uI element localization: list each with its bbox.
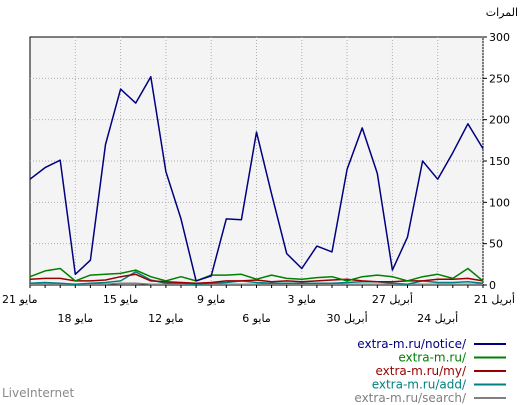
y-tick-label: 300 <box>489 31 510 44</box>
x-tick-label: 6 مايو <box>242 312 271 325</box>
series-lines <box>29 75 484 285</box>
x-tick-label: 9 مايو <box>197 293 226 306</box>
x-axis: 21 مايو 15 مايو 9 مايو 3 مايو 27 أبريل 21 أبر… <box>2 285 515 325</box>
x-tick-label: 24 أبريل <box>417 311 458 325</box>
legend-label: extra-m.ru/ <box>398 351 467 365</box>
footer-brand: LiveInternet <box>2 386 75 400</box>
y-tick-label: 200 <box>489 114 510 127</box>
x-tick-label: 18 مايو <box>58 312 94 325</box>
legend-label: extra-m.ru/search/ <box>354 391 467 405</box>
series-line-extra-m-ru-add <box>29 271 484 285</box>
x-tick-label: 30 أبريل <box>327 311 368 325</box>
x-tick-label: 3 مايو <box>288 293 317 306</box>
legend-label: extra-m.ru/my/ <box>375 364 466 378</box>
series-line-extra-m-ru-notice <box>29 75 484 282</box>
x-tick-label: 12 مايو <box>148 312 184 325</box>
y-tick-label: 250 <box>489 72 510 85</box>
x-tick-label: 15 مايو <box>103 293 139 306</box>
series-line-extra-m-ru <box>29 267 484 282</box>
y-tick-label: 0 <box>489 279 496 292</box>
legend-label: extra-m.ru/notice/ <box>357 337 467 351</box>
x-tick-label: 21 أبريل <box>474 292 515 306</box>
y-axis-label: المرات <box>486 6 518 19</box>
legend-label: extra-m.ru/add/ <box>372 378 467 392</box>
y-tick-label: 150 <box>489 155 510 168</box>
x-tick-label: 21 مايو <box>2 293 38 306</box>
y-tick-label: 50 <box>489 238 503 251</box>
y-axis: 0 50 100 150 200 250 300 <box>483 31 510 292</box>
grid <box>30 37 484 285</box>
y-tick-label: 100 <box>489 196 510 209</box>
legend: extra-m.ru/notice/extra-m.ru/extra-m.ru/… <box>354 337 506 405</box>
x-tick-label: 27 أبريل <box>372 292 413 306</box>
